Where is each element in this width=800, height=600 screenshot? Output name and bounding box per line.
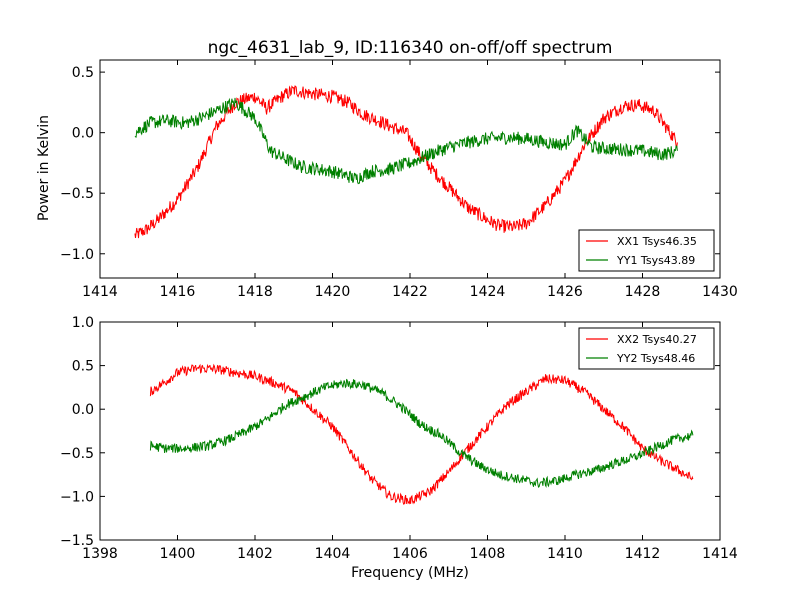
bottom-y-tick-label: −0.5 — [60, 446, 94, 462]
legend-label-yy2: YY2 Tsys48.46 — [616, 352, 695, 365]
bottom-y-tick-label: 0.5 — [72, 359, 94, 375]
bottom-x-tick-label: 1412 — [625, 546, 661, 562]
top-x-tick-label: 1428 — [625, 284, 661, 300]
bottom-series-xx-line — [149, 363, 694, 505]
y-axis-label: Power in Kelvin — [36, 115, 52, 221]
bottom-y-tick-label: −1.0 — [60, 489, 94, 505]
legend-label-yy1: YY1 Tsys43.89 — [616, 254, 695, 267]
top-y-tick-label: 0.5 — [72, 65, 94, 81]
bottom-x-tick-label: 1402 — [237, 546, 273, 562]
top-legend: XX1 Tsys46.35 YY1 Tsys43.89 — [578, 229, 715, 272]
top-x-tick-label: 1430 — [702, 284, 738, 300]
x-axis-label: Frequency (MHz) — [351, 565, 469, 581]
top-x-tick-label: 1422 — [392, 284, 428, 300]
top-series-lines — [134, 85, 678, 239]
top-legend-box — [578, 229, 715, 272]
bottom-series-lines — [149, 363, 694, 505]
bottom-spectrum-panel: 1398 1400 1402 1404 1406 1408 1410 1412 1414 −1.5… — [60, 315, 738, 562]
top-x-tick-label: 1424 — [470, 284, 506, 300]
top-x-tick-label: 1418 — [237, 284, 273, 300]
bottom-x-tick-label: 1410 — [547, 546, 583, 562]
bottom-x-tick-label: 1404 — [315, 546, 351, 562]
bottom-y-tick-label: 1.0 — [72, 315, 94, 331]
legend-label-xx2: XX2 Tsys40.27 — [617, 333, 697, 346]
top-spectrum-panel: 1414 1416 1418 1420 1422 1424 1426 1428 1430 −1.0… — [60, 59, 738, 300]
bottom-y-tick-label: 0.0 — [72, 402, 94, 418]
top-x-tick-label: 1420 — [315, 284, 351, 300]
bottom-legend: XX2 Tsys40.27 YY2 Tsys48.46 — [578, 327, 715, 370]
top-y-tick-label: 0.0 — [72, 126, 94, 142]
legend-label-xx1: XX1 Tsys46.35 — [617, 235, 697, 248]
top-x-tick-label: 1416 — [160, 284, 196, 300]
top-x-tick-label: 1414 — [82, 284, 118, 300]
bottom-ticks: 1398 1400 1402 1404 1406 1408 1410 1412 1414 −1.5… — [60, 315, 738, 562]
top-y-tick-label: −0.5 — [60, 186, 94, 202]
bottom-x-tick-label: 1398 — [82, 546, 118, 562]
bottom-legend-box — [578, 327, 715, 370]
bottom-series-yy-line — [149, 378, 694, 489]
top-ticks: 1414 1416 1418 1420 1422 1424 1426 1428 1430 −1.0… — [60, 60, 738, 300]
top-x-tick-label: 1426 — [547, 284, 583, 300]
bottom-x-tick-label: 1400 — [160, 546, 196, 562]
bottom-x-tick-label: 1406 — [392, 546, 428, 562]
bottom-x-tick-label: 1408 — [470, 546, 506, 562]
figure-title: ngc_4631_lab_9, ID:116340 on-off/off spe… — [208, 38, 613, 58]
bottom-y-tick-label: −1.5 — [60, 533, 94, 549]
bottom-x-tick-label: 1414 — [702, 546, 738, 562]
top-y-tick-label: −1.0 — [60, 247, 94, 263]
top-series-yy-line — [134, 97, 678, 185]
